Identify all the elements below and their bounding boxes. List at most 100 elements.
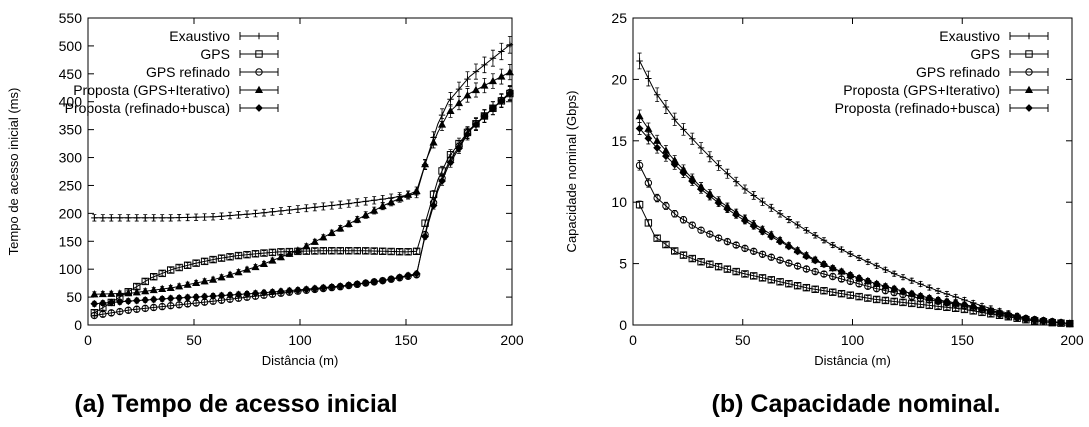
data-point [183,280,192,288]
error-bar [874,296,879,303]
data-point [175,263,183,272]
data-point [90,299,99,308]
data-point [108,214,115,222]
data-point [260,209,268,216]
data-point [802,283,811,292]
data-point [353,215,362,223]
data-point [489,104,497,113]
data-point [98,299,107,308]
data-point [311,204,319,211]
data-point [662,202,670,210]
data-point [829,288,837,296]
data-point [759,198,766,206]
series-line [94,90,513,316]
data-point [653,91,661,98]
data-point [758,274,767,282]
legend-marker [1025,104,1033,112]
data-point [149,285,158,294]
data-point [344,219,353,228]
data-point [881,296,890,305]
error-bar [821,287,826,294]
data-point [91,214,98,222]
data-point [741,185,749,193]
data-point [260,249,268,257]
data-point [107,298,116,307]
error-bar [681,252,686,259]
error-bar [380,248,385,255]
y-tick-label: 400 [59,94,83,110]
data-point [926,284,933,291]
legend-entry: GPS [200,46,230,62]
data-point [218,213,225,220]
error-bar [742,271,747,277]
data-point [141,287,150,295]
data-point [1030,315,1039,324]
x-tick-label: 50 [735,332,751,348]
data-point [723,265,732,273]
data-point [768,204,775,212]
data-point [697,185,705,194]
data-point [689,135,696,142]
data-point [209,292,217,300]
data-point [124,297,133,306]
y-tick-label: 300 [59,150,83,166]
data-point [907,289,916,298]
data-point [793,247,802,256]
data-point [421,160,430,168]
series-circle [90,85,514,320]
data-point [158,294,167,303]
data-point [302,242,311,250]
error-bar [177,264,182,271]
series-plus [91,35,514,222]
error-bar [786,280,791,287]
data-point [472,120,480,129]
legend-entry: Proposta (refinado+busca) [835,100,1000,116]
data-point [455,144,463,153]
data-point [234,290,243,299]
data-point [481,61,488,69]
data-point [141,296,150,304]
data-point [277,287,285,296]
data-point [217,291,226,300]
data-point [847,250,854,258]
data-point [636,57,643,65]
x-axis-label: Distância (m) [814,353,891,368]
error-bar [219,255,224,262]
error-bar [848,292,853,299]
y-axis-label: Capacidade nominal (Gbps) [564,91,579,253]
data-point [679,216,688,224]
data-point [345,247,353,255]
y-tick-label: 50 [66,289,82,305]
data-point [200,257,209,266]
data-point [200,277,209,285]
error-bar [363,247,368,254]
error-bar [663,241,668,248]
data-point [395,273,404,282]
data-point [437,120,447,128]
data-point [855,292,863,301]
data-point [942,297,951,306]
data-point [890,297,898,306]
data-point [124,306,132,314]
data-point [269,208,276,216]
data-point [294,205,302,213]
data-point [872,295,881,304]
series-line [639,115,1073,325]
data-point [872,279,881,288]
legend-entry: Proposta (GPS+Iterativo) [843,82,1000,98]
data-point [166,283,175,291]
data-point [644,124,653,132]
chart-caption: (b) Capacidade nominal. [712,390,1001,418]
data-point [192,278,201,287]
error-bar [857,293,862,300]
data-point [645,75,652,82]
data-point [395,248,404,256]
data-point [969,302,978,311]
error-bar [716,235,721,242]
data-point [680,126,687,133]
data-point [303,205,310,212]
data-point [209,213,217,220]
data-point [217,254,226,262]
